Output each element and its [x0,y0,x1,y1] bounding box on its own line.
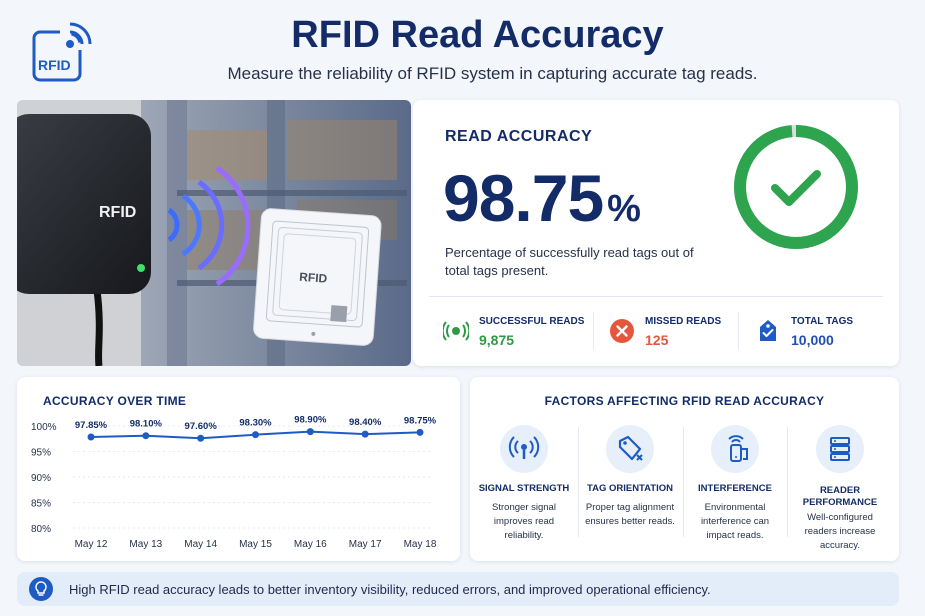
data-point [252,431,259,439]
x-tick-label: May 15 [239,539,272,550]
accuracy-ring [734,125,858,249]
accuracy-card: READ ACCURACY 98.75% Percentage of succe… [413,100,899,366]
x-tick-label: May 18 [404,539,437,550]
chart-title: ACCURACY OVER TIME [43,394,187,408]
lightbulb-icon [29,577,53,601]
factor-title: READER PERFORMANCE [802,485,878,508]
tag-label: RFID [299,270,328,286]
factor-reader-performance: READER PERFORMANCE Well-configured reade… [788,377,892,561]
stat-label: TOTAL TAGS [791,316,854,327]
rfid-logo-icon: RFID [32,22,96,82]
data-label: 98.10% [130,419,163,430]
factor-desc: Stronger signal improves read reliabilit… [492,502,556,541]
data-label: 98.30% [239,418,272,429]
tag-check-icon [760,320,776,341]
data-point [142,432,150,440]
factors-card: FACTORS AFFECTING RFID READ ACCURACY SIG… [470,377,899,561]
data-label: 98.75% [404,415,437,426]
factor-interference: INTERFERENCE Environmental interference … [683,377,787,561]
divider [738,312,739,350]
stat-value: 10,000 [791,332,834,348]
logo-text: RFID [38,57,71,73]
server-icon [830,437,850,461]
factor-signal-strength: SIGNAL STRENGTH Stronger signal improves… [472,377,576,561]
divider [593,312,594,350]
accuracy-value: 98.75% [443,160,641,236]
y-tick-label: 80% [31,524,51,535]
factor-title: INTERFERENCE [698,483,772,494]
tag-icon [618,435,643,461]
hero-image: RFID RFID [17,100,411,366]
accuracy-ring-fill [734,125,858,249]
page-title: RFID Read Accuracy [291,14,664,56]
accuracy-unit: % [607,188,641,230]
y-tick-label: 95% [31,448,51,459]
x-circle-icon [610,319,634,343]
signal-tag-icon [443,321,469,341]
x-tick-label: May 16 [294,539,327,550]
data-point [87,433,95,441]
data-label: 97.60% [185,421,218,432]
accuracy-over-time-card: ACCURACY OVER TIME 80% 85% 90% 95% 100% May 1… [17,377,460,561]
y-tick-label: 90% [31,473,51,484]
reader-label: RFID [99,204,136,221]
data-point [197,434,205,442]
x-tick-label: May 13 [129,539,162,550]
factor-title: SIGNAL STRENGTH [478,483,570,494]
stat-label: MISSED READS [645,316,722,327]
banner-text: High RFID read accuracy leads to better … [69,582,711,597]
divider [787,427,788,537]
factor-desc: Proper tag alignment ensures better read… [585,502,675,527]
stat-value: 9,875 [479,332,515,348]
x-tick-label: May 12 [75,539,108,550]
insight-banner: High RFID read accuracy leads to better … [17,572,899,606]
x-tick-label: May 17 [349,539,382,550]
accuracy-label: READ ACCURACY [445,128,593,145]
stat-value: 125 [645,332,669,348]
factor-desc: Well-configured readers increase accurac… [804,512,876,551]
accuracy-description: Percentage of successfully read tags out… [445,245,694,278]
accuracy-line-chart: 80% 85% 90% 95% 100% May 12 May 13 May 14 May 15… [31,415,437,550]
check-icon [771,170,821,206]
data-point [306,428,314,436]
data-label: 98.90% [294,415,327,426]
factor-desc: Environmental interference can impact re… [700,502,770,541]
divider [683,427,684,537]
antenna-icon [508,436,540,459]
data-point [361,430,369,438]
divider [578,427,579,537]
data-label: 98.40% [349,417,382,428]
y-tick-label: 85% [31,499,51,510]
interference-icon [728,435,748,462]
factors-title: FACTORS AFFECTING RFID READ ACCURACY [544,394,825,408]
y-tick-label: 100% [31,422,57,433]
factor-tag-orientation: TAG ORIENTATION Proper tag alignment ens… [578,377,682,561]
divider [429,296,883,297]
stat-label: SUCCESSFUL READS [479,316,585,327]
factor-title: TAG ORIENTATION [586,483,674,494]
data-point [416,428,424,436]
accuracy-number: 98.75 [443,161,604,235]
page-subtitle: Measure the reliability of RFID system i… [227,64,758,83]
data-label: 97.85% [75,420,108,431]
x-tick-label: May 14 [184,539,217,550]
